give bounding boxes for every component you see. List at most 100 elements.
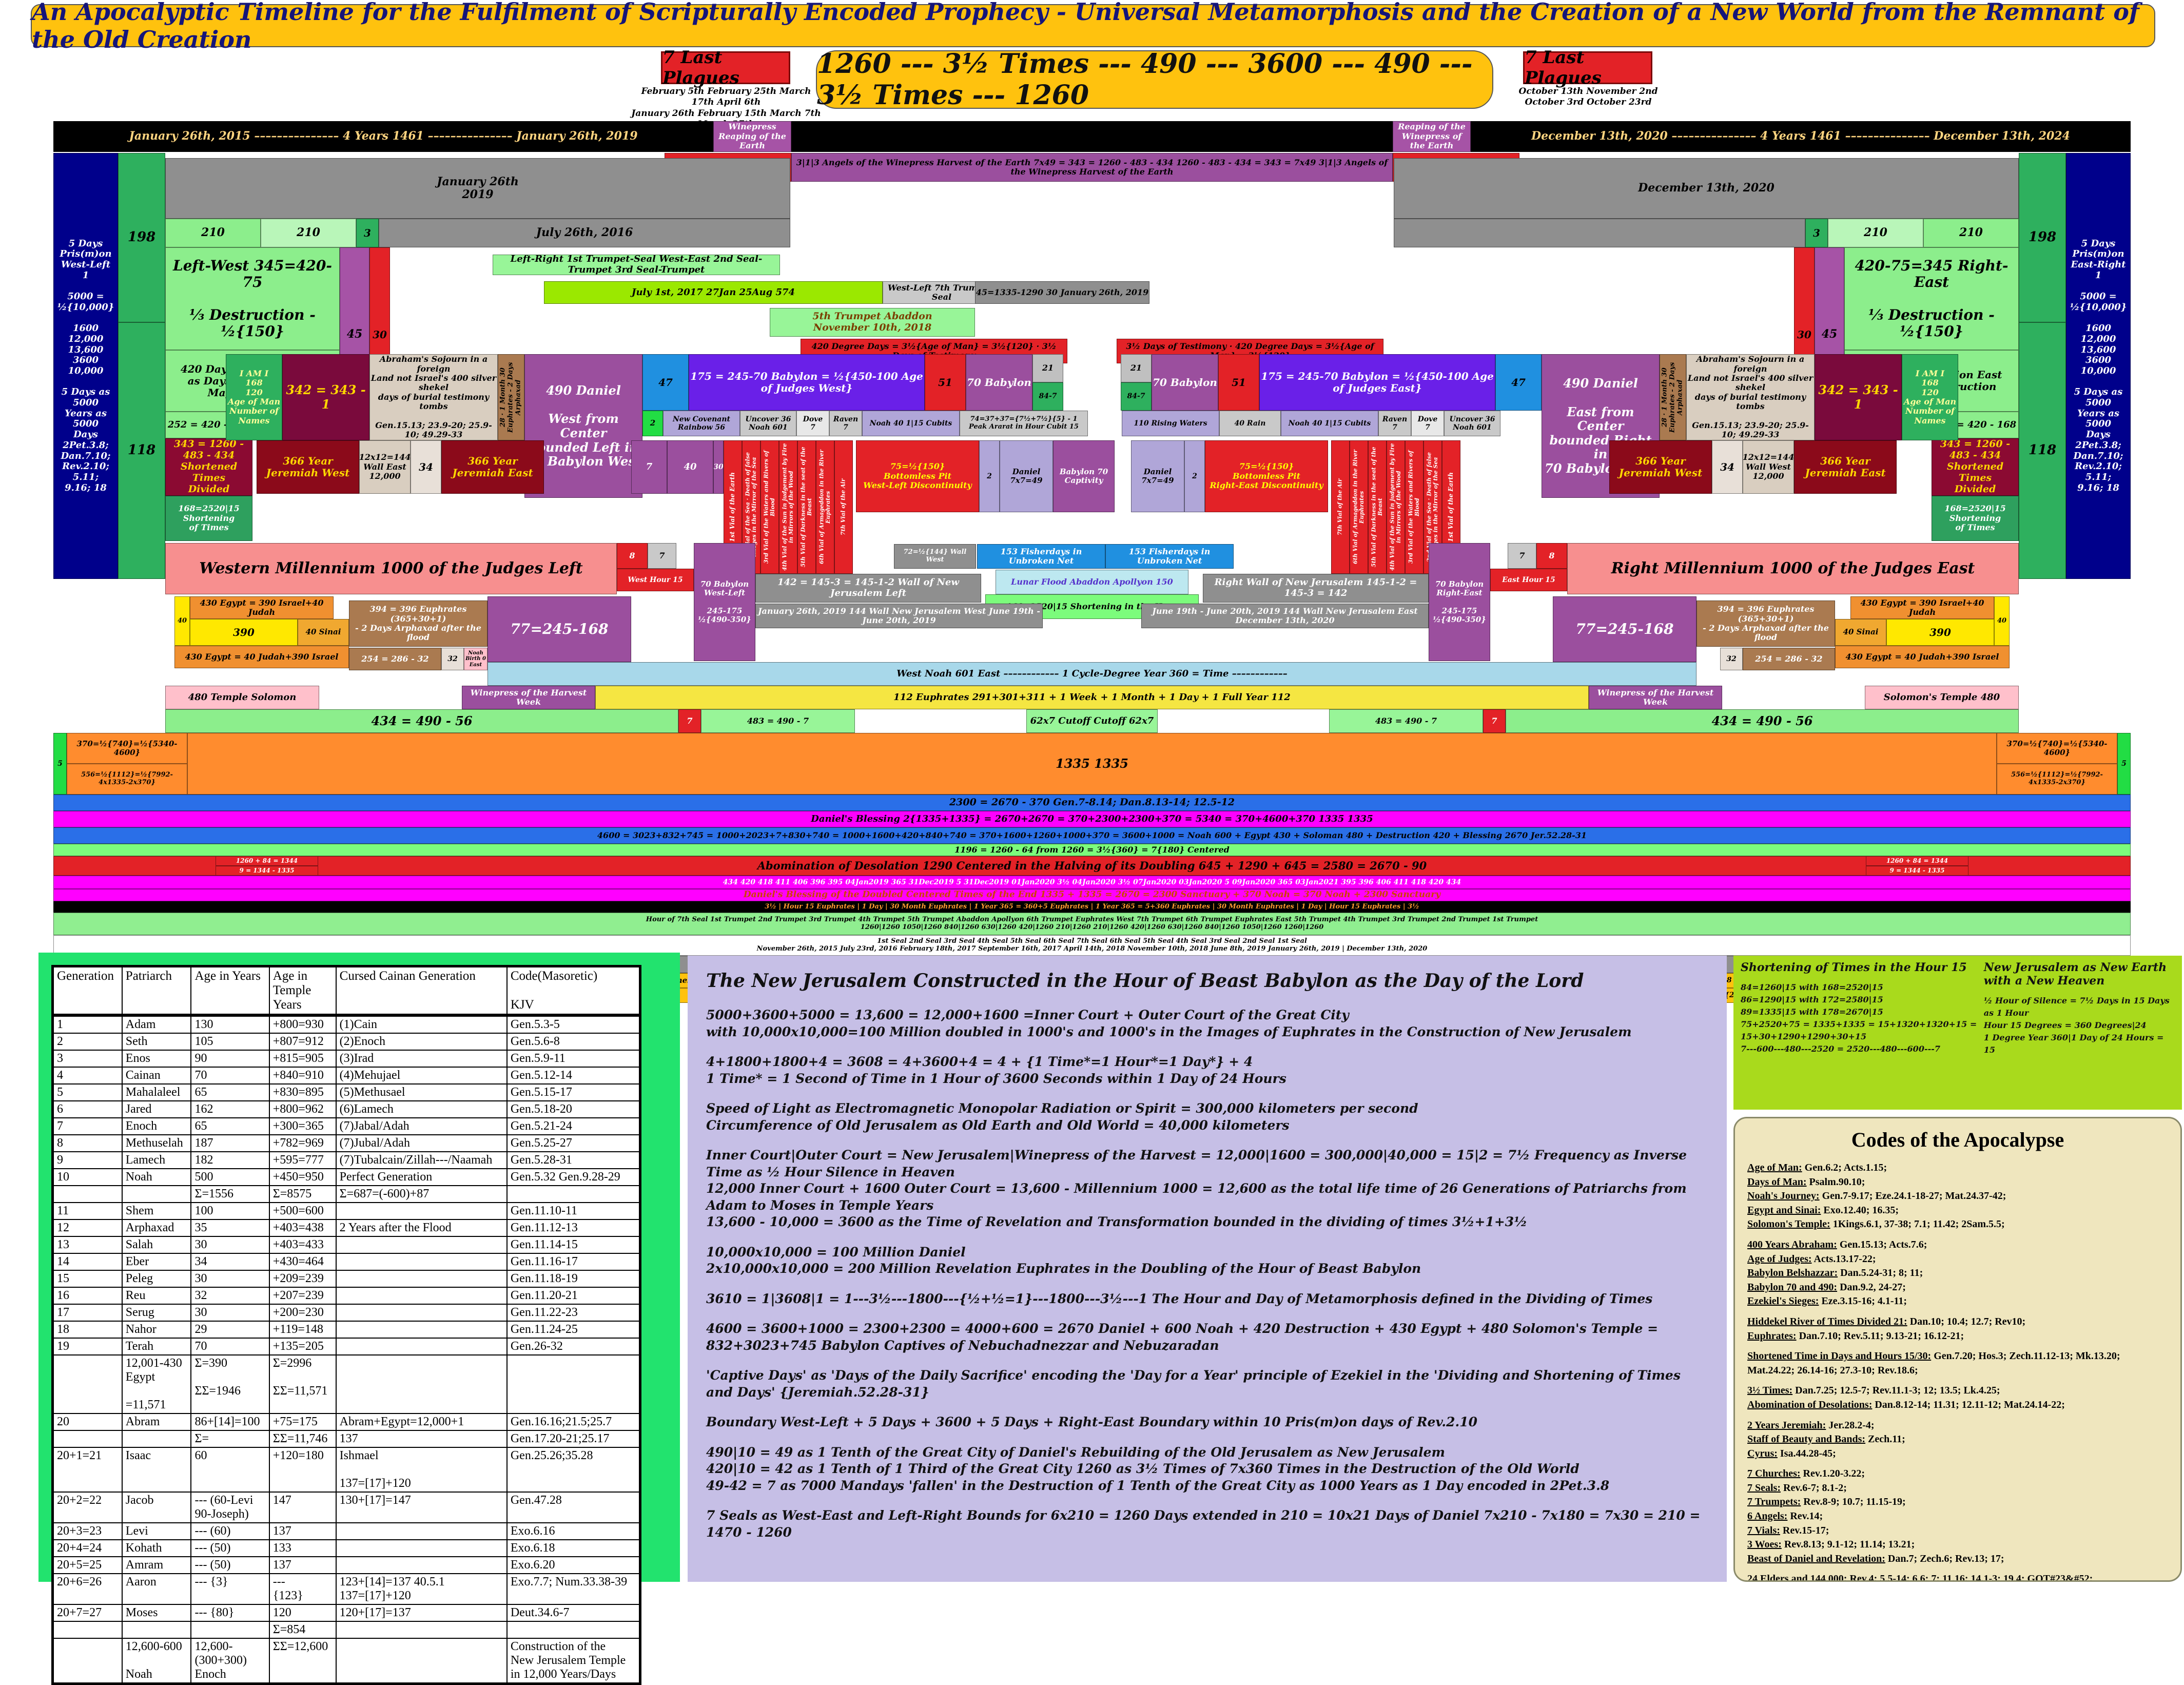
- shortening-left-column: Shortening of Times in the Hour 15 84=12…: [1741, 961, 1984, 1105]
- table-cell: 20+7=27: [52, 1604, 123, 1622]
- timeline-block: 70 Babylon: [1152, 354, 1218, 411]
- shortening-line: 1 Degree Year 360|1 Day of 24 Hours = 15: [1983, 1033, 2164, 1055]
- codes-entry-refs: Isa.44.28-45;: [1777, 1447, 1836, 1459]
- table-row: 20+4=24 Kohath --- (50) 133 Exo.6.18: [52, 1539, 641, 1557]
- central-times-banner: 1260 --- 3½ Times --- 490 --- 3600 --- 4…: [816, 48, 1493, 111]
- timeline-block: 210: [1923, 219, 2019, 247]
- table-cell: 30: [190, 1236, 270, 1254]
- table-cell: 86+[14]=100: [190, 1413, 270, 1431]
- timeline-block: 430 Egypt = 40 Judah+390 Israel: [1835, 646, 2010, 668]
- shortening-line: 7---600---480---2520 = 2520---480---600-…: [1741, 1044, 1940, 1054]
- table-cell: 90: [190, 1050, 270, 1068]
- timeline-block: Left-West 345=420-75 ⅓ Destruction - ½{1…: [165, 247, 340, 350]
- timeline-block: 51: [925, 354, 966, 411]
- table-cell: [121, 1185, 192, 1203]
- timeline-block: Daniel's Blessing of the Doubled Centere…: [53, 889, 2131, 901]
- commentary-paragraph: 4600 = 3600+1000 = 2300+2300 = 4000+600 …: [706, 1321, 1659, 1353]
- timeline-block: Western Millennium 1000 of the Judges Le…: [165, 543, 617, 594]
- timeline-block: 5th Vial of Darkness in the seat of the …: [1368, 440, 1387, 574]
- timeline-block: 110 Rising Waters: [1122, 411, 1219, 436]
- table-cell: (6)Lamech: [335, 1100, 508, 1118]
- timeline-block: Daniel 7x7=49: [1131, 440, 1184, 512]
- timeline-block: 74=37+37={7½+7½}{5} - 1 Peak Ararat in H…: [960, 411, 1088, 436]
- codes-entry: Egypt and Sinai: Exo.12.40; 16.35;: [1747, 1204, 2168, 1218]
- codes-gap: [1747, 1566, 2168, 1572]
- table-cell: --- {80}: [190, 1604, 270, 1622]
- commentary-paragraph: Boundary West-Left + 5 Days + 3600 + 5 D…: [706, 1415, 1478, 1429]
- codes-entry: Staff of Beauty and Bands: Zech.11;: [1747, 1432, 2168, 1447]
- timeline-block: 430 Egypt = 390 Israel+40 Judah: [1850, 596, 1994, 619]
- table-cell: +595=777: [268, 1151, 337, 1169]
- table-cell: 18: [52, 1321, 123, 1339]
- timeline-block: 483 = 490 - 7: [701, 709, 855, 733]
- timeline-block: 77=245-168: [1553, 596, 1697, 662]
- timeline-block: 5th Trumpet Abaddon November 10th, 2018: [770, 308, 975, 337]
- right-plagues-dates-bottom: October 3rd October 23rd: [1525, 97, 1652, 108]
- codes-gap: [1747, 1412, 2168, 1419]
- timeline-block: 40: [1994, 596, 2010, 646]
- table-cell: 137: [268, 1522, 337, 1540]
- table-cell: 20+3=23: [52, 1522, 123, 1540]
- table-cell: Gen.25.26;35.28: [506, 1447, 641, 1493]
- table-row: 11 Shem 100 +500=600 Gen.11.10-11: [52, 1202, 641, 1220]
- codes-entry-head: Euphrates:: [1747, 1330, 1797, 1342]
- codes-entry: Noah's Journey: Gen.7-9.17; Eze.24.1-18-…: [1747, 1189, 2168, 1204]
- table-cell: --- (50): [190, 1539, 270, 1557]
- codes-entry: Cyrus: Isa.44.28-45;: [1747, 1447, 2168, 1461]
- timeline-block: 34: [1712, 440, 1743, 494]
- timeline-block: 4th Vial of the Sun in judgement by Fire…: [779, 440, 797, 574]
- central-times-text: 1260 --- 3½ Times --- 490 --- 3600 --- 4…: [817, 48, 1473, 111]
- codes-entry: Hiddekel River of Times Divided 21: Dan.…: [1747, 1315, 2168, 1329]
- table-cell: [335, 1304, 508, 1322]
- timeline-block: West Noah 601 East –––––––––––– 1 Cycle-…: [488, 662, 1697, 686]
- timeline-block: Uncover 36 Noah 601: [1444, 411, 1500, 436]
- commentary-paragraph: 3610 = 1|3608|1 = 1---3½---1800---{½+½=1…: [706, 1291, 1653, 1306]
- table-cell: Enoch: [121, 1117, 192, 1135]
- codes-entry: 7 Seals: Rev.6-7; 8.1-2;: [1747, 1481, 2168, 1496]
- right-plagues-label: 7 Last Plagues: [1525, 47, 1602, 88]
- timeline-block: 254 = 286 - 32: [1743, 648, 1835, 670]
- timeline-block: 4600 = 3023+832+745 = 1000+2023+7+830+74…: [53, 827, 2131, 844]
- right-plagues-dates-top: October 13th November 2nd: [1518, 86, 1658, 96]
- timeline-block: 210: [261, 219, 356, 247]
- table-cell: 35: [190, 1219, 270, 1237]
- table-row: Σ=1556 Σ=8575 Σ=687=(-600)+87: [52, 1185, 641, 1203]
- timeline-block: 12x12=144 Wall West 12,000: [1743, 440, 1794, 494]
- timeline-block: 7th Vial of the Air: [1331, 440, 1350, 574]
- table-cell: Gen.11.24-25: [506, 1321, 641, 1339]
- timeline-block: 118: [118, 322, 165, 579]
- table-row: 1 Adam 130 +800=930 (1)Cain Gen.5.3-5: [52, 1015, 641, 1034]
- table-cell: Gen.5.21-24: [506, 1117, 641, 1135]
- table-row: 7 Enoch 65 +300=365 (7)Jabal/Adah Gen.5.21-24: [52, 1117, 641, 1135]
- table-cell: 123+[14]=137 40.5.1 137=[17]+120: [335, 1573, 508, 1605]
- table-cell: [506, 1185, 641, 1203]
- table-cell: 20: [52, 1413, 123, 1431]
- table-cell: [52, 1638, 123, 1684]
- timeline-block: 153 Fisherdays in Unbroken Net: [977, 544, 1105, 569]
- table-cell: Gen.5.28-31: [506, 1151, 641, 1169]
- generations-table-header: Generation Patriarch Age in Years Age in Te…: [52, 965, 641, 1017]
- codes-entry-head: Solomon's Temple:: [1747, 1218, 1830, 1230]
- table-cell: 187: [190, 1134, 270, 1152]
- timeline-block: December 13th, 2020: [1394, 158, 2019, 219]
- codes-entry: Babylon 70 and 490: Dan.9.2, 24-27;: [1747, 1281, 2168, 1295]
- table-cell: Methuselah: [121, 1134, 192, 1152]
- timeline-block: 28 · 1 Month 30 Euphrates - 2 Days Arpha…: [1660, 354, 1686, 440]
- generations-table: Generation Patriarch Age in Years Age in Te…: [51, 965, 641, 1685]
- table-cell: Gen.5.32 Gen.9.28-29: [506, 1168, 641, 1186]
- left-plagues-dates-top: February 5th February 25th March 17th Ap…: [641, 86, 811, 108]
- table-row: 18 Nahor 29 +119=148 Gen.11.24-25: [52, 1321, 641, 1339]
- table-cell: Serug: [121, 1304, 192, 1322]
- table-cell: +120=180: [268, 1447, 337, 1493]
- timeline-block: Daniel's Blessing 2{1335+1335} = 2670+26…: [53, 811, 2131, 827]
- codes-entry: Beast of Daniel and Revelation: Dan.7; Z…: [1747, 1552, 2168, 1566]
- timeline-block: Lunar Flood Abaddon Apollyon 150: [996, 570, 1188, 594]
- timeline-block: 7: [631, 440, 667, 494]
- timeline-block: 2: [642, 411, 663, 436]
- timeline-block: 254 = 286 - 32: [349, 648, 441, 670]
- codes-entry: Age of Judges: Acts.13.17-22;: [1747, 1252, 2168, 1267]
- table-cell: 130: [190, 1015, 270, 1034]
- codes-entry-refs: Rev.4; 5.5-14; 6.6; 7; 11.16; 14.1-3; 19…: [1847, 1573, 2093, 1582]
- table-row: Σ= ΣΣ=11,746 137 Gen.17.20-21;25.17: [52, 1430, 641, 1448]
- table-cell: 17: [52, 1304, 123, 1322]
